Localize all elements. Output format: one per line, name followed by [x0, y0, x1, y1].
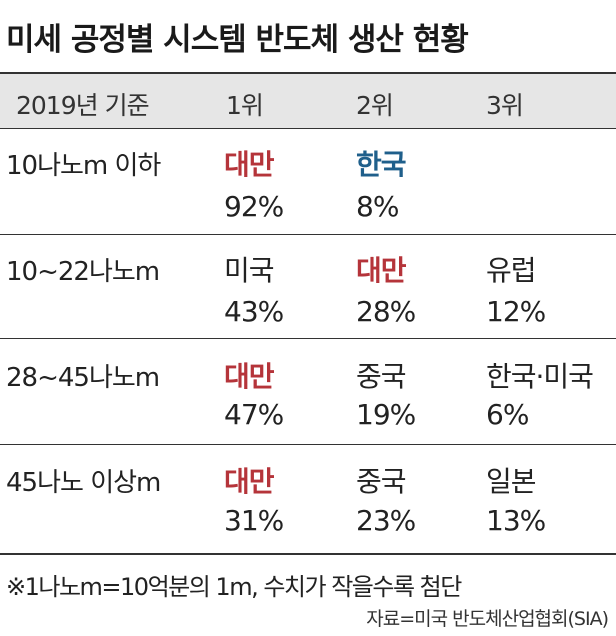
header-rank-3: 3위	[486, 91, 524, 120]
share-cell: 43%	[224, 295, 284, 328]
row-divider	[0, 444, 616, 445]
share-cell: 6%	[486, 398, 529, 431]
row-divider	[0, 234, 616, 235]
chart-title: 미세 공정별 시스템 반도체 생산 현황	[6, 22, 469, 58]
country-cell: 대만	[356, 254, 407, 287]
share-cell: 31%	[224, 504, 284, 537]
row-label: 28~45나노m	[6, 363, 160, 393]
footnote: ※1나노m=10억분의 1m, 수치가 작을수록 첨단	[6, 573, 462, 601]
share-cell: 47%	[224, 398, 284, 431]
country-cell: 대만	[224, 360, 275, 393]
share-cell: 8%	[356, 190, 399, 223]
header-rank-1: 1위	[226, 91, 264, 120]
share-cell: 13%	[486, 504, 546, 537]
row-label: 10나노m 이하	[6, 151, 161, 181]
country-cell: 한국	[356, 148, 407, 181]
row-label: 45나노 이상m	[6, 468, 161, 498]
header-rank-2: 2위	[356, 91, 394, 120]
country-cell: 미국	[224, 254, 275, 287]
country-cell: 유럽	[486, 254, 537, 287]
country-cell: 대만	[224, 465, 275, 498]
share-cell: 28%	[356, 295, 416, 328]
row-divider	[0, 338, 616, 339]
share-cell: 92%	[224, 190, 284, 223]
country-cell: 중국	[356, 360, 407, 393]
share-cell: 12%	[486, 295, 546, 328]
share-cell: 19%	[356, 398, 416, 431]
country-cell: 일본	[486, 465, 537, 498]
share-cell: 23%	[356, 504, 416, 537]
country-cell: 대만	[224, 148, 275, 181]
country-cell: 중국	[356, 465, 407, 498]
row-label: 10~22나노m	[6, 257, 160, 287]
table-bottom-rule	[0, 553, 616, 555]
table-header	[0, 72, 616, 129]
header-basis: 2019년 기준	[16, 91, 150, 120]
source-credit: 자료=미국 반도체산업협회(SIA)	[366, 608, 609, 630]
country-cell: 한국·미국	[486, 360, 594, 393]
